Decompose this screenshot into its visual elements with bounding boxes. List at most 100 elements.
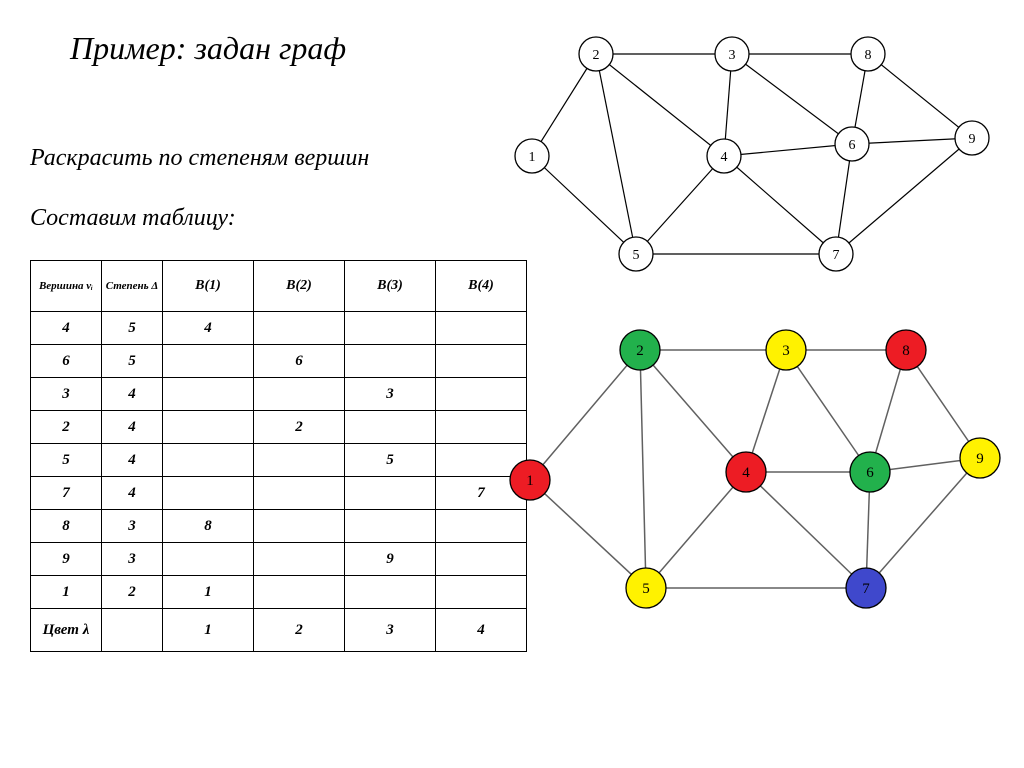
cell xyxy=(254,576,345,609)
cell xyxy=(254,444,345,477)
cell: 1 xyxy=(163,576,254,609)
cell: 3 xyxy=(102,543,163,576)
cell: 6 xyxy=(254,345,345,378)
graph-edge xyxy=(640,350,646,588)
page-title: Пример: задан граф xyxy=(70,30,346,67)
cell xyxy=(345,345,436,378)
cell xyxy=(163,477,254,510)
th-b2: B(2) xyxy=(254,261,345,312)
graph-edge xyxy=(746,472,866,588)
graph-node-label: 4 xyxy=(742,465,750,481)
graph-node-label: 7 xyxy=(833,248,840,263)
cell: 1 xyxy=(31,576,102,609)
cell: 7 xyxy=(31,477,102,510)
graph-edge xyxy=(868,54,972,138)
cell: 4 xyxy=(102,411,163,444)
th-degree: Степень Δ xyxy=(102,261,163,312)
cell xyxy=(345,510,436,543)
cell xyxy=(254,312,345,345)
table-row: 121 xyxy=(31,576,527,609)
cell: 2 xyxy=(102,576,163,609)
table-row: 838 xyxy=(31,510,527,543)
cell xyxy=(254,477,345,510)
graph-edge xyxy=(852,138,972,144)
graph-edge xyxy=(532,54,596,156)
cell xyxy=(102,609,163,652)
graph-node-label: 2 xyxy=(636,343,644,359)
graph-node-label: 1 xyxy=(529,150,536,165)
cell: 5 xyxy=(345,444,436,477)
cell xyxy=(163,543,254,576)
cell: 8 xyxy=(163,510,254,543)
graph-edge xyxy=(786,350,870,472)
cell: 2 xyxy=(31,411,102,444)
graph-node-label: 1 xyxy=(526,473,534,489)
cell xyxy=(163,444,254,477)
cell xyxy=(163,411,254,444)
graph-colored: 1 2 3 4 5 6 7 8 9 xyxy=(490,300,1010,620)
cell: 3 xyxy=(102,510,163,543)
table-row: 545 xyxy=(31,444,527,477)
graph-node-label: 2 xyxy=(593,48,600,63)
graph-node-label: 7 xyxy=(862,581,870,597)
cell: 4 xyxy=(102,477,163,510)
graph-node-label: 6 xyxy=(866,465,874,481)
graph-node-label: 3 xyxy=(782,343,790,359)
cell: 3 xyxy=(345,378,436,411)
graph-node-label: 4 xyxy=(721,150,728,165)
graph-edge xyxy=(530,480,646,588)
cell: 5 xyxy=(102,312,163,345)
cell: 3 xyxy=(31,378,102,411)
table-row: 747 xyxy=(31,477,527,510)
cell xyxy=(345,411,436,444)
cell: 5 xyxy=(102,345,163,378)
cell: 1 xyxy=(163,609,254,652)
th-b3: B(3) xyxy=(345,261,436,312)
cell xyxy=(345,477,436,510)
th-b1: B(1) xyxy=(163,261,254,312)
cell: Цвет λ xyxy=(31,609,102,652)
cell: 4 xyxy=(102,378,163,411)
graph-node-label: 3 xyxy=(729,48,736,63)
cell: 4 xyxy=(163,312,254,345)
cell xyxy=(163,378,254,411)
table-row: 242 xyxy=(31,411,527,444)
graph-node-label: 5 xyxy=(633,248,640,263)
subtitle-coloring: Раскрасить по степеням вершин xyxy=(30,145,369,172)
graph-edge xyxy=(724,144,852,156)
cell: 8 xyxy=(31,510,102,543)
table-row: 939 xyxy=(31,543,527,576)
cell: 6 xyxy=(31,345,102,378)
subtitle-table: Составим таблицу: xyxy=(30,205,236,232)
graph-edge xyxy=(530,350,640,480)
cell: 3 xyxy=(345,609,436,652)
cell xyxy=(254,510,345,543)
table-row: 343 xyxy=(31,378,527,411)
graph-edge xyxy=(732,54,852,144)
cell: 4 xyxy=(102,444,163,477)
coloring-table: Вершина vᵢ Степень Δ B(1) B(2) B(3) B(4)… xyxy=(30,260,527,652)
cell xyxy=(254,543,345,576)
graph-node-label: 8 xyxy=(902,343,910,359)
cell: 2 xyxy=(254,609,345,652)
cell xyxy=(163,345,254,378)
graph-edge xyxy=(636,156,724,254)
graph-edge xyxy=(596,54,636,254)
graph-node-label: 8 xyxy=(865,48,872,63)
cell: 4 xyxy=(31,312,102,345)
cell xyxy=(345,576,436,609)
graph-node-label: 5 xyxy=(642,581,650,597)
cell: 9 xyxy=(31,543,102,576)
table-row: 454 xyxy=(31,312,527,345)
graph-node-label: 9 xyxy=(976,451,984,467)
table-row: 656 xyxy=(31,345,527,378)
graph-edge xyxy=(596,54,724,156)
cell: 9 xyxy=(345,543,436,576)
graph-edge xyxy=(646,472,746,588)
cell: 5 xyxy=(31,444,102,477)
cell xyxy=(254,378,345,411)
cell xyxy=(345,312,436,345)
graph-edge xyxy=(724,156,836,254)
th-vertex: Вершина vᵢ xyxy=(31,261,102,312)
graph-edge xyxy=(532,156,636,254)
